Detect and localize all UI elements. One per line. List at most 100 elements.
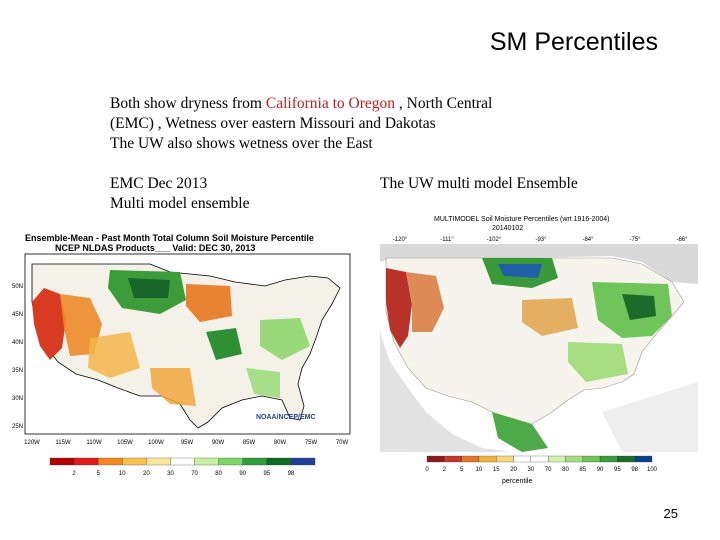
left-map-wet-missouri [206,328,242,360]
left-map-legend-swatch [122,457,147,466]
left-map-legend-tick: 10 [119,471,126,477]
right-map-legend-tick: 30 [528,467,535,473]
left-map-legend-swatch [266,457,292,466]
left-map-dry-north-central [186,284,232,322]
body-text: Both show dryness from California to Ore… [110,94,492,154]
left-map-lat-tick: 35N [12,368,23,374]
left-map-legend: 2 5 10 20 30 70 80 90 95 98 [49,457,316,477]
left-map-legend-tick: 2 [72,471,76,477]
left-map-lon-tick: 100W [148,440,164,446]
right-map-legend-swatch [530,455,549,463]
right-map-lon-tick: -120° [393,237,408,243]
left-map-header-1: Ensemble-Mean - Past Month Total Column … [25,233,314,243]
right-map-dry-oregon [406,272,444,332]
left-map-legend-tick: 30 [167,471,174,477]
left-map-longitude-ticks: 120W 115W 110W 105W 100W 95W 90W 85W 80W 75W 70W [24,440,348,446]
body-line-1-pre: Both show dryness from [110,95,266,112]
left-map-legend-swatch [290,457,316,466]
left-map-lat-tick: 40N [12,340,23,346]
right-map-legend-swatch [634,455,653,463]
left-map-lon-tick: 105W [117,440,133,446]
right-map-legend-swatch [599,455,618,463]
left-map-lon-tick: 120W [24,440,40,446]
left-map-legend-tick: 98 [288,471,295,477]
left-map-lon-tick: 90W [212,440,225,446]
left-map-wet-dakotas-core [128,278,170,298]
left-map-legend-swatch [73,457,99,466]
page-number: 25 [663,506,678,521]
left-map-dry-texas [150,368,196,406]
right-map-legend-swatch [617,455,635,463]
left-map-lat-tick: 45N [12,312,23,318]
right-map-legend-swatch [548,455,566,463]
right-map-legend-swatch [496,455,514,463]
right-map-legend-tick: 95 [614,467,621,473]
right-map-legend-swatch [444,455,462,463]
left-map-lon-tick: 110W [86,440,102,446]
right-map-legend-tick: 5 [460,467,464,473]
left-map-legend-swatch [194,457,219,466]
right-map-legend-tick: 85 [579,467,586,473]
right-map-lon-tick: -75° [629,237,641,243]
left-map-lon-tick: 80W [274,440,287,446]
right-map-legend-tick: 100 [647,467,658,473]
body-line-3: The UW also shows wetness over the East [110,135,373,152]
right-map-legend-tick: 98 [631,467,638,473]
left-map-lat-tick: 50N [12,284,23,290]
right-map-legend-tick: 2 [443,467,447,473]
right-map-lon-tick: -84° [582,237,594,243]
right-map-lon-tick: -66° [676,237,688,243]
left-map-lon-tick: 115W [55,440,71,446]
right-map-wet-east-core [622,294,656,320]
left-map-legend-tick: 95 [263,471,270,477]
left-map-legend-swatch [146,457,171,466]
right-map-wet-southeast [568,342,628,382]
left-map-wet-southeast [246,368,280,398]
left-map-lon-tick: 70W [336,440,349,446]
right-map-legend-swatch [513,455,531,463]
slide-title: SM Percentiles [489,28,658,56]
right-map-legend-swatch [565,455,583,463]
emc-soil-moisture-map: Ensemble-Mean - Past Month Total Column … [10,228,360,483]
left-map-legend-tick: 70 [191,471,198,477]
right-map-wet-mexico [492,412,548,452]
right-map-lon-tick: -93° [535,237,547,243]
right-map-header-2: 20140102 [492,225,523,232]
left-map-legend-tick: 20 [143,471,150,477]
right-map-legend-tick: 80 [562,467,569,473]
left-caption: EMC Dec 2013 Multi model ensemble [110,174,249,214]
left-map-lat-tick: 25N [12,424,23,430]
right-map-longitude-ticks: -120° -111° -102° -93° -84° -75° -66° [393,237,688,243]
uw-soil-moisture-map: MULTIMODEL Soil Moisture Percentiles (wr… [372,212,712,487]
right-map-ocean [602,382,698,452]
left-map-legend-swatch [242,457,267,466]
body-line-1-highlight: California to Oregon [265,95,395,112]
left-map-lon-tick: 75W [305,440,318,446]
left-map-legend-swatch [49,457,75,466]
left-map-credit: NOAA/NCEP/EMC [256,414,316,421]
left-map-dry-southwest [88,332,140,378]
left-map-legend-swatch [218,457,243,466]
right-map-legend-tick: 15 [493,467,500,473]
body-line-1: Both show dryness from California to Ore… [110,94,492,114]
right-map-legend-tick: 20 [510,467,517,473]
right-map-dry-california [386,268,412,348]
right-map-legend-swatch [426,455,445,463]
right-map-legend-tick: 70 [545,467,552,473]
left-map-legend-swatch [98,457,123,466]
body-line-2: (EMC) , Wetness over eastern Missouri an… [110,115,436,132]
right-map-mexico-gray [380,332,512,452]
left-map-lon-tick: 95W [181,440,194,446]
left-map-lon-tick: 85W [243,440,256,446]
right-map-legend: 0 2 5 10 15 20 30 70 80 85 90 95 98 100 [425,455,658,473]
right-caption: The UW multi model Ensemble [380,175,578,192]
left-map-dry-california [32,288,66,360]
left-caption-line-2: Multi model ensemble [110,195,250,212]
right-map-legend-label: percentile [502,478,532,485]
right-map-legend-swatch [478,455,497,463]
left-map-lat-tick: 30N [12,396,23,402]
right-map-legend-tick: 90 [597,467,604,473]
right-map-lon-tick: -102° [487,237,502,243]
body-line-1-post: , North Central [395,95,493,112]
right-map-legend-swatch [461,455,480,463]
